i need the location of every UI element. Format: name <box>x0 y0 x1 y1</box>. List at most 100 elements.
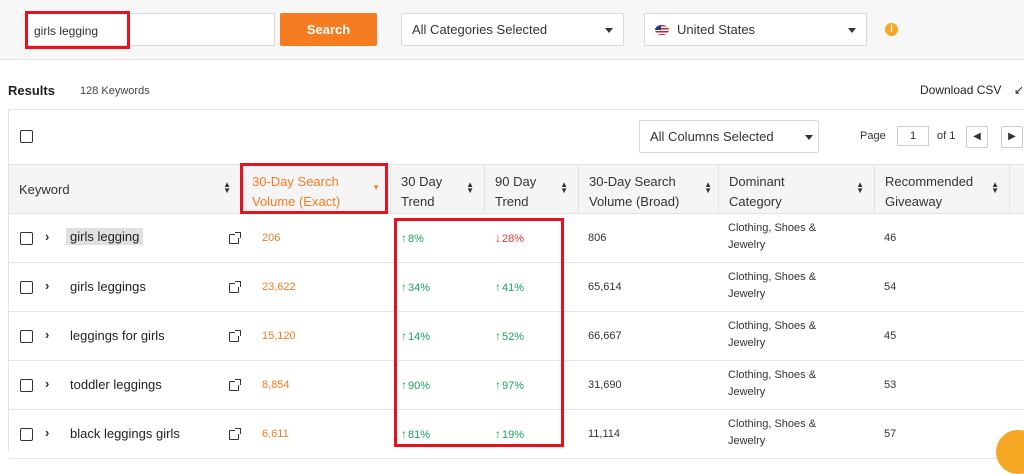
keyword-text: toddler leggings <box>70 377 162 392</box>
column-header-label: Volume (Exact) <box>252 194 341 209</box>
dominant-category: Clothing, Shoes & Jewelry <box>728 416 816 450</box>
info-icon[interactable]: i <box>885 23 898 36</box>
table-row[interactable]: › black leggings girls 6,611 ↑81% ↑19% 1… <box>9 410 1024 459</box>
row-checkbox[interactable] <box>20 281 33 294</box>
arrow-up-icon: ↑ <box>495 280 501 294</box>
trend-90-day-value: 97% <box>502 380 525 392</box>
category-line: Clothing, Shoes & <box>728 271 817 283</box>
sort-icon[interactable]: ▲ ▼ <box>466 180 474 195</box>
page-number-input[interactable]: 1 <box>897 126 929 146</box>
table-row[interactable]: › toddler leggings 8,854 ↑90% ↑97% 31,69… <box>9 361 1024 410</box>
exact-volume-value: 23,622 <box>262 281 296 293</box>
keyword-search-input[interactable]: girls legging <box>25 13 275 46</box>
column-header-90-day-trend[interactable]: 90 Day Trend ▲ ▼ <box>484 165 578 213</box>
chevron-right-icon[interactable]: › <box>45 376 50 391</box>
row-checkbox[interactable] <box>20 428 33 441</box>
sort-desc-icon[interactable]: ▼ <box>372 183 380 192</box>
row-checkbox[interactable] <box>20 379 33 392</box>
broad-volume-value: 11,114 <box>588 428 621 440</box>
columns-select-label: All Columns Selected <box>650 129 774 144</box>
trend-30-day-value: 81% <box>408 429 431 441</box>
country-select[interactable]: United States <box>644 13 867 46</box>
column-header-label: Keyword <box>19 182 70 197</box>
category-line: Clothing, Shoes & <box>728 418 817 430</box>
arrow-up-icon: ↑ <box>401 378 407 392</box>
exact-volume-value: 206 <box>262 232 281 244</box>
trend-90-day-value: 41% <box>502 282 525 294</box>
chevron-right-icon[interactable]: › <box>45 327 50 342</box>
trend-90-day-value: 52% <box>502 331 525 343</box>
row-checkbox[interactable] <box>20 232 33 245</box>
category-line: Jewelry <box>728 288 766 300</box>
broad-volume-value: 65,614 <box>588 281 622 293</box>
chevron-right-icon[interactable]: › <box>45 278 50 293</box>
column-header-30-day-trend[interactable]: 30 Day Trend ▲ ▼ <box>390 165 484 213</box>
external-link-icon[interactable] <box>229 232 241 244</box>
column-header-label: Trend <box>401 194 435 209</box>
category-line: Jewelry <box>728 337 766 349</box>
external-link-icon[interactable] <box>229 330 241 342</box>
table-row[interactable]: › leggings for girls 15,120 ↑14% ↑52% 66… <box>9 312 1024 361</box>
column-header-exact-volume[interactable]: 30-Day Search Volume (Exact) ▼ <box>241 165 390 213</box>
chevron-right-icon[interactable]: › <box>45 229 50 244</box>
arrow-up-icon: ↑ <box>495 378 501 392</box>
column-header-dominant-category[interactable]: Dominant Category ▲ ▼ <box>718 165 874 213</box>
trend-30-day-value: 34% <box>408 282 431 294</box>
prev-page-button[interactable]: ◀ <box>966 126 988 148</box>
column-header-label: 30-Day Search <box>252 174 339 189</box>
category-line: Jewelry <box>728 435 766 447</box>
trend-30-day: ↑14% <box>401 329 430 343</box>
trend-90-day: ↑97% <box>495 378 524 392</box>
arrow-up-icon: ↑ <box>401 280 407 294</box>
dominant-category: Clothing, Shoes & Jewelry <box>728 269 816 303</box>
exact-volume-value: 8,854 <box>262 379 290 391</box>
table-row[interactable]: › girls leggings 23,622 ↑34% ↑41% 65,614… <box>9 263 1024 312</box>
sort-icon[interactable]: ▲ ▼ <box>223 180 231 195</box>
category-select-label: All Categories Selected <box>412 22 548 37</box>
broad-volume-value: 806 <box>588 232 607 244</box>
broad-volume-value: 66,667 <box>588 330 622 342</box>
results-table: All Columns Selected Page 1 of 1 ◀ ▶ Key… <box>8 109 1024 459</box>
arrow-up-icon: ↑ <box>495 427 501 441</box>
sort-icon[interactable]: ▲ ▼ <box>560 180 568 195</box>
column-header-label: Dominant <box>729 174 785 189</box>
sort-icon[interactable]: ▲ ▼ <box>991 180 999 195</box>
row-checkbox[interactable] <box>20 330 33 343</box>
column-header-broad-volume[interactable]: 30-Day Search Volume (Broad) ▲ ▼ <box>578 165 718 213</box>
download-icon[interactable]: ↙ <box>1014 83 1024 97</box>
dominant-category: Clothing, Shoes & Jewelry <box>728 220 816 254</box>
sort-icon[interactable]: ▲ ▼ <box>856 180 864 195</box>
category-select[interactable]: All Categories Selected <box>401 13 624 46</box>
category-line: Clothing, Shoes & <box>728 320 817 332</box>
arrow-up-icon: ↑ <box>401 329 407 343</box>
search-button[interactable]: Search <box>280 13 377 46</box>
trend-90-day: ↑41% <box>495 280 524 294</box>
page-total: of 1 <box>937 130 956 142</box>
giveaway-value: 57 <box>884 428 897 440</box>
chevron-down-icon <box>805 135 813 140</box>
trend-30-day: ↑34% <box>401 280 430 294</box>
table-row[interactable]: › girls legging 206 ↑8% ↓28% 806 Clothin… <box>9 214 1024 263</box>
category-line: Jewelry <box>728 386 766 398</box>
external-link-icon[interactable] <box>229 428 241 440</box>
page-label: Page <box>860 130 886 142</box>
arrow-up-icon: ↑ <box>495 329 501 343</box>
trend-90-day-value: 19% <box>502 429 525 441</box>
download-csv-link[interactable]: Download CSV <box>920 83 1002 97</box>
category-line: Clothing, Shoes & <box>728 222 817 234</box>
country-select-label: United States <box>677 22 756 37</box>
next-page-button[interactable]: ▶ <box>1001 126 1023 148</box>
column-header-label: 90 Day <box>495 174 537 189</box>
trend-30-day-value: 14% <box>408 331 431 343</box>
column-header-recommended-giveaway[interactable]: Recommended Giveaway ▲ ▼ <box>874 165 1009 213</box>
chevron-right-icon[interactable]: › <box>45 425 50 440</box>
columns-select[interactable]: All Columns Selected <box>639 120 819 153</box>
select-all-checkbox[interactable] <box>20 130 33 143</box>
trend-90-day: ↓28% <box>495 231 524 245</box>
column-header-keyword[interactable]: Keyword ▲ ▼ <box>9 165 241 213</box>
exact-volume-value: 6,611 <box>262 428 289 440</box>
trend-30-day: ↑81% <box>401 427 430 441</box>
external-link-icon[interactable] <box>229 379 241 391</box>
external-link-icon[interactable] <box>229 281 241 293</box>
sort-icon[interactable]: ▲ ▼ <box>704 180 712 195</box>
